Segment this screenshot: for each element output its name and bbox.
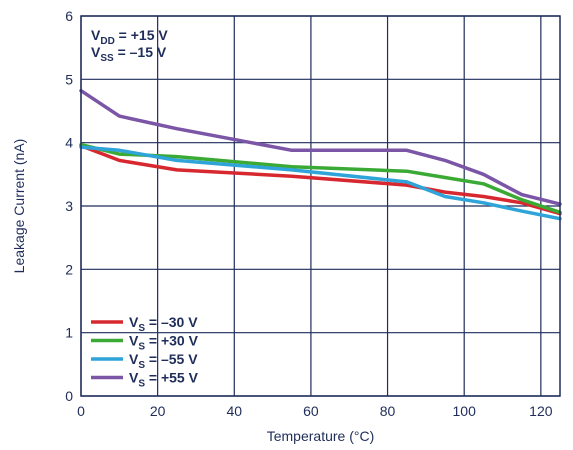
x-tick-label: 80 [380, 403, 396, 419]
y-tick-labels: 0 1 2 3 4 5 6 [65, 8, 73, 404]
x-tick-label: 60 [303, 403, 319, 419]
legend-entry-label: VS = –55 V [129, 351, 198, 371]
legend-entry-label: VS = +55 V [129, 370, 199, 390]
x-tick-label: 20 [150, 403, 166, 419]
series-line [79, 145, 562, 221]
y-axis-label: Leakage Current (nA) [11, 139, 27, 274]
y-tick-label: 4 [65, 135, 73, 151]
annotation-line: VDD = +15 V [91, 27, 168, 47]
y-tick-label: 6 [65, 8, 73, 24]
y-tick-label: 2 [65, 261, 73, 277]
x-tick-labels: 0 20 40 60 80 100 120 [77, 403, 553, 419]
x-tick-label: 120 [529, 403, 553, 419]
y-tick-label: 1 [65, 325, 73, 341]
series-line [79, 88, 562, 206]
x-tick-label: 40 [226, 403, 242, 419]
legend: VS = –30 VVS = +30 VVS = –55 VVS = +55 V [91, 314, 199, 390]
annotation-line: VSS = –15 V [91, 44, 167, 64]
legend-entry-label: VS = +30 V [129, 333, 199, 353]
series-lines [79, 88, 562, 221]
y-tick-label: 5 [65, 71, 73, 87]
x-tick-label: 100 [453, 403, 477, 419]
y-tick-label: 0 [65, 388, 73, 404]
x-tick-label: 0 [77, 403, 85, 419]
y-tick-label: 3 [65, 198, 73, 214]
plot-frame [80, 15, 561, 397]
x-axis-label: Temperature (°C) [267, 428, 375, 444]
series-line [79, 144, 562, 216]
legend-entry-label: VS = –30 V [129, 314, 198, 334]
